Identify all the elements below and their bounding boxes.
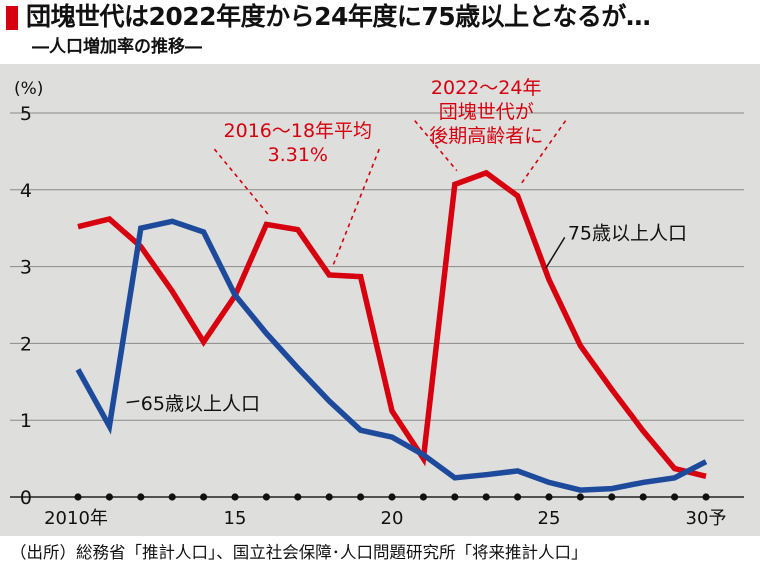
year-dot <box>137 493 145 501</box>
annotation-text: 後期高齢者に <box>429 125 543 147</box>
series-label-65plus: 65歳以上人口 <box>141 393 260 415</box>
series-label-leader <box>126 400 140 404</box>
annotation-leader <box>414 120 458 172</box>
year-dot <box>388 493 396 501</box>
year-dot <box>325 493 333 501</box>
chart-panel: 0 1 2 3 4 5 (%) 2010年 15 20 25 30予 75歳以上人口 65歳以上人口 201… <box>0 64 760 536</box>
source-note: （出所）総務省「推計人口」、国立社会保障･人口問題研究所「将来推計人口」 <box>10 543 588 562</box>
title-marker <box>6 6 18 30</box>
year-dot <box>357 493 365 501</box>
chart-header: 団塊世代は2022年度から24年度に75歳以上となるが… ―人口増加率の推移― <box>0 0 760 70</box>
series-line-75plus <box>77 169 707 479</box>
year-dot <box>545 493 553 501</box>
series-line-65plus <box>75 218 708 493</box>
annotation-leader <box>213 148 271 217</box>
line-chart: 0 1 2 3 4 5 (%) 2010年 15 20 25 30予 75歳以上人口 65歳以上人口 201… <box>10 77 744 529</box>
annotation-text: 団塊世代が <box>439 101 534 123</box>
series-label-leader <box>545 237 566 269</box>
annotation-leader <box>518 120 567 187</box>
year-dot <box>200 493 208 501</box>
y-tick-label: 0 <box>20 487 32 509</box>
y-tick-label: 3 <box>20 257 32 279</box>
year-dot <box>231 493 239 501</box>
year-dot <box>294 493 302 501</box>
year-dot <box>168 493 176 501</box>
x-tick-label: 20 <box>381 508 404 529</box>
annotation-text: 3.31% <box>268 144 328 166</box>
chart-subtitle: ―人口増加率の推移― <box>32 37 202 57</box>
y-tick-label: 5 <box>20 103 32 125</box>
annotation-text: 2016〜18年平均 <box>224 120 373 142</box>
year-dot <box>451 493 459 501</box>
year-dot <box>482 493 490 501</box>
year-dot <box>576 493 585 501</box>
x-tick-label: 30予 <box>686 508 727 529</box>
series-label-75plus: 75歳以上人口 <box>568 223 687 245</box>
x-tick-label: 2010年 <box>44 508 108 529</box>
year-dot <box>671 493 679 501</box>
annotation-leader <box>332 148 380 266</box>
x-tick-label: 15 <box>224 508 247 529</box>
y-tick-label: 2 <box>20 333 32 355</box>
x-tick-label: 25 <box>538 508 561 529</box>
y-tick-label: 1 <box>20 410 32 432</box>
year-dot <box>608 493 616 501</box>
year-dot <box>702 493 710 501</box>
year-dot <box>419 493 427 501</box>
year-dot <box>105 493 113 501</box>
annotation-text: 2022〜24年 <box>431 77 542 99</box>
year-dot <box>262 493 270 501</box>
chart-title: 団塊世代は2022年度から24年度に75歳以上となるが… <box>26 2 651 31</box>
year-dot <box>639 493 647 501</box>
y-tick-label: 4 <box>20 180 32 202</box>
y-axis-unit: (%) <box>14 79 43 99</box>
year-dot <box>74 493 82 501</box>
year-dot <box>514 493 522 501</box>
